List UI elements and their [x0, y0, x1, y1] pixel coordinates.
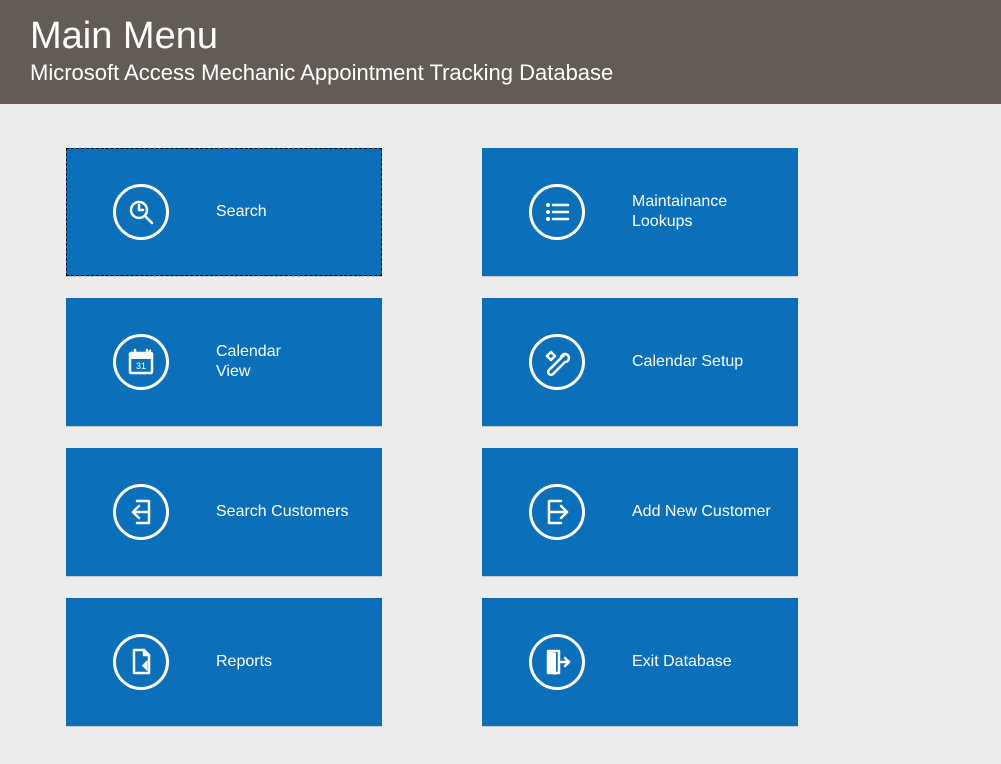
- svg-text:31: 31: [136, 361, 146, 371]
- arrow-out-icon: [482, 484, 632, 540]
- tile-reports[interactable]: Reports: [66, 598, 382, 726]
- tile-label: Exit Database: [632, 652, 732, 672]
- exit-icon: [482, 634, 632, 690]
- tile-exit-database[interactable]: Exit Database: [482, 598, 798, 726]
- tile-search-customers[interactable]: Search Customers: [66, 448, 382, 576]
- tile-label: Search Customers: [216, 502, 349, 522]
- list-icon: [482, 184, 632, 240]
- menu-grid: Search Maintainance Lookups 31 Calendar …: [0, 104, 1001, 726]
- header: Main Menu Microsoft Access Mechanic Appo…: [0, 0, 1001, 104]
- tile-label: Reports: [216, 652, 272, 672]
- tile-calendar-view[interactable]: 31 Calendar View: [66, 298, 382, 426]
- tile-label: Calendar View: [216, 342, 281, 382]
- tile-label: Add New Customer: [632, 502, 771, 522]
- tools-icon: [482, 334, 632, 390]
- tile-search[interactable]: Search: [66, 148, 382, 276]
- calendar-icon: 31: [66, 334, 216, 390]
- tile-add-new-customer[interactable]: Add New Customer: [482, 448, 798, 576]
- tile-label: Search: [216, 202, 267, 222]
- search-icon: [66, 184, 216, 240]
- page-subtitle: Microsoft Access Mechanic Appointment Tr…: [30, 60, 971, 86]
- tile-calendar-setup[interactable]: Calendar Setup: [482, 298, 798, 426]
- page-title: Main Menu: [30, 16, 971, 58]
- doc-edit-icon: [66, 634, 216, 690]
- tile-label: Maintainance Lookups: [632, 192, 727, 232]
- tile-maint-lookups[interactable]: Maintainance Lookups: [482, 148, 798, 276]
- tile-label: Calendar Setup: [632, 352, 743, 372]
- arrow-in-icon: [66, 484, 216, 540]
